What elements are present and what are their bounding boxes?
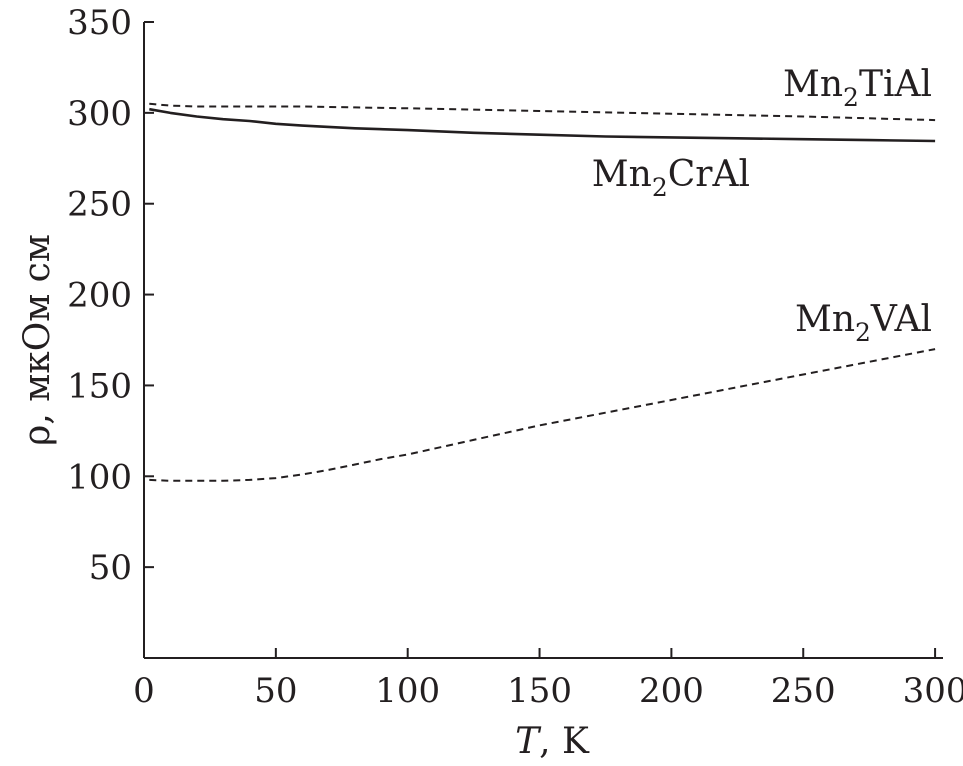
x-tick-label: 250 [771, 671, 836, 711]
y-tick-label: 300 [67, 94, 132, 134]
x-axis-label-rest: , K [539, 721, 590, 762]
plot-area [143, 22, 943, 659]
tick-labels: 0 50 100 150 200 250 300 50 100 150 200 250 300 350 [67, 3, 963, 711]
series-line-mn2val [149, 348, 936, 482]
series-line-mn2cral [149, 107, 936, 143]
x-tick-label: 150 [507, 671, 572, 711]
x-axis-label: T, K [515, 721, 590, 762]
series-label-mn2tial: Mn2TiAl [783, 64, 932, 112]
series-lines [149, 102, 936, 482]
y-tick-label: 250 [67, 185, 132, 225]
y-axis-label: ρ, мкОм см [17, 234, 58, 446]
series-label-mn2cral: Mn2CrAl [592, 154, 750, 202]
y-tick-label: 50 [89, 548, 132, 588]
series-line-mn2tial [149, 102, 936, 122]
x-tick-label: 300 [903, 671, 963, 711]
x-tick-label: 0 [133, 671, 155, 711]
y-tick-label: 350 [67, 3, 132, 43]
x-tick-label: 100 [375, 671, 440, 711]
axis-ticks [143, 21, 937, 658]
y-tick-label: 150 [67, 366, 132, 406]
y-tick-label: 100 [67, 457, 132, 497]
x-tick-label: 200 [639, 671, 704, 711]
series-label-mn2val: Mn2VAl [795, 299, 932, 347]
x-axis-label-italic: T [515, 721, 542, 762]
y-tick-label: 200 [67, 276, 132, 316]
x-tick-label: 50 [254, 671, 297, 711]
